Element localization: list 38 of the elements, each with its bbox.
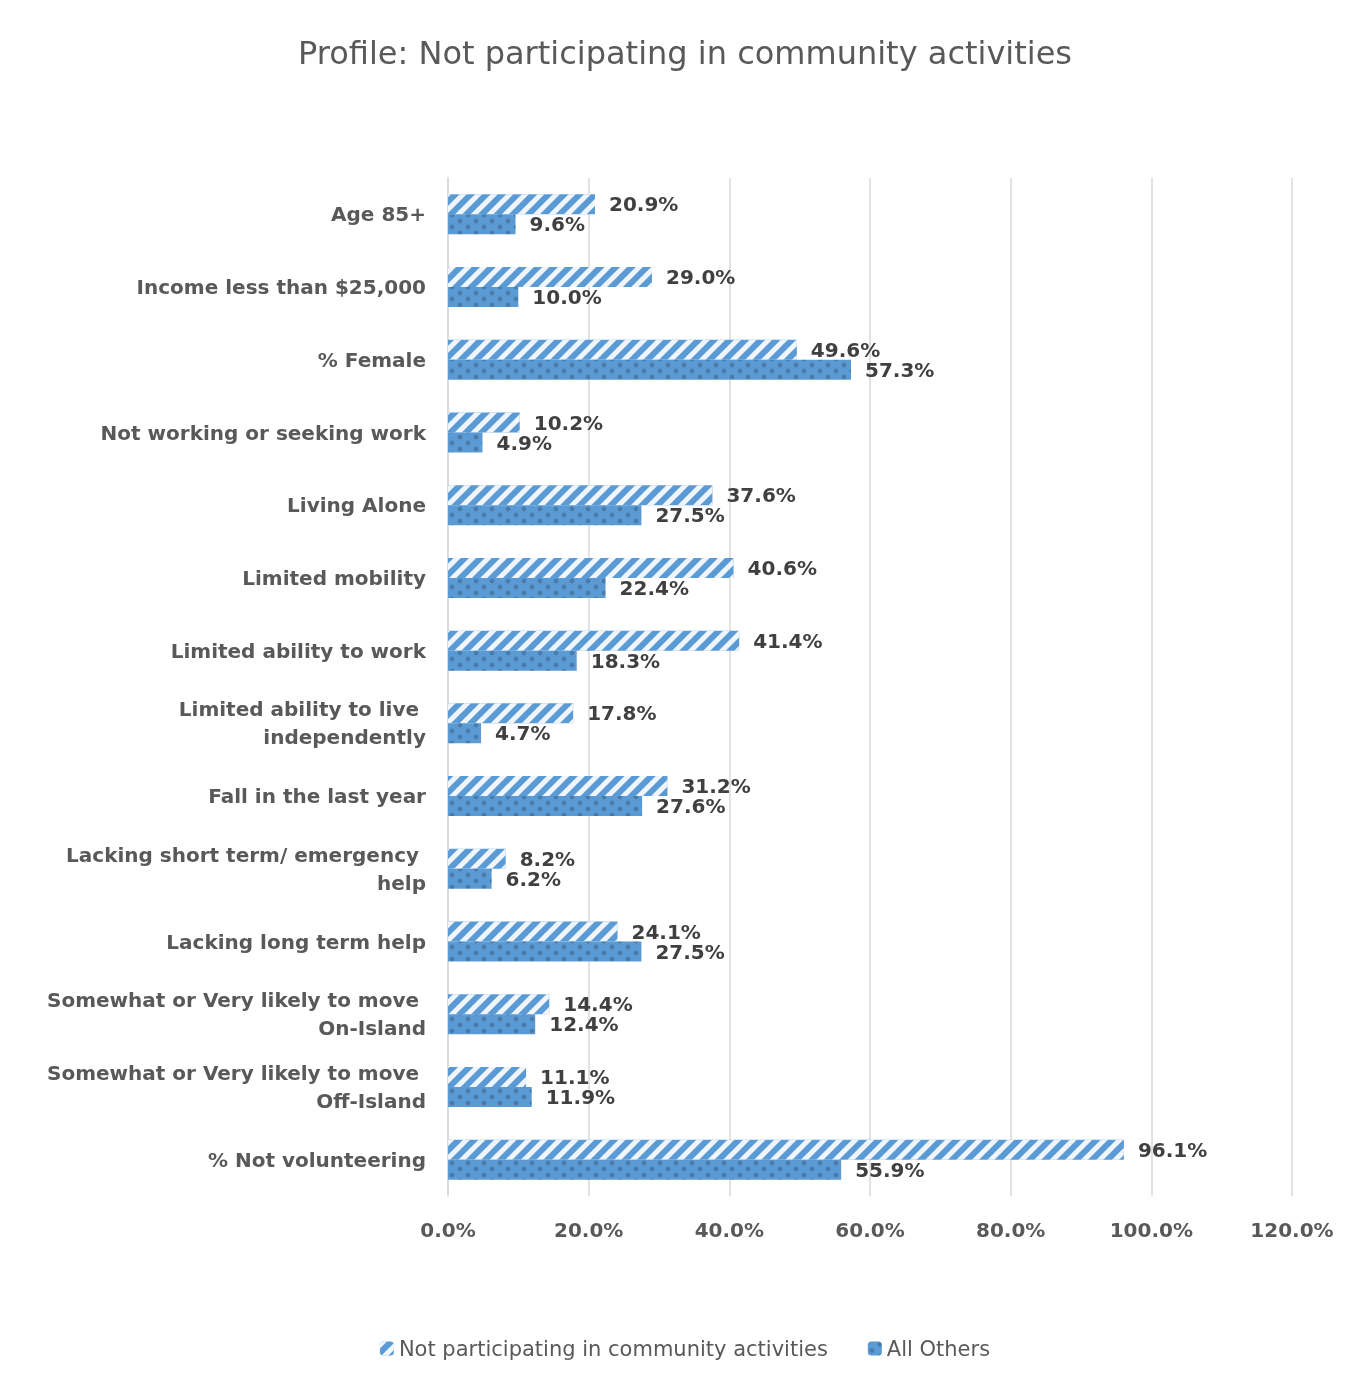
x-tick-label: 20.0% xyxy=(553,1218,624,1242)
y-tick-label: Age 85+ xyxy=(331,202,426,227)
y-tick-label: Not working or seeking work xyxy=(100,420,427,445)
y-tick-label: % Not volunteering xyxy=(207,1147,426,1172)
y-tick-label: Income less than $25,000 xyxy=(136,275,426,300)
y-tick-label: Lacking short term/ emergency help xyxy=(66,842,426,895)
y-tick-label: Living Alone xyxy=(287,493,426,518)
x-tick-label: 0.0% xyxy=(420,1218,476,1242)
data-label: 22.4% xyxy=(619,575,689,600)
y-tick-label: Somewhat or Very likely to move On-Island xyxy=(47,988,426,1041)
y-tick-label: Limited ability to work xyxy=(170,638,427,663)
x-tick-label: 80.0% xyxy=(975,1218,1046,1242)
x-tick-label: 100.0% xyxy=(1109,1218,1193,1242)
y-tick-label: Limited mobility xyxy=(242,565,426,590)
legend-label: Not participating in community activities xyxy=(398,1336,828,1361)
x-tick-label: 60.0% xyxy=(835,1218,905,1242)
data-label: 41.4% xyxy=(753,628,823,653)
x-tick-label: 40.0% xyxy=(694,1218,765,1242)
data-label: 10.0% xyxy=(532,285,602,310)
data-label: 17.8% xyxy=(587,701,657,726)
y-tick-label: Limited ability to live independently xyxy=(178,697,426,750)
data-label: 40.6% xyxy=(747,555,817,580)
data-label: 27.5% xyxy=(655,503,725,528)
y-tick-label: % Female xyxy=(317,347,426,372)
legend-label: All Others xyxy=(886,1336,991,1361)
data-label: 18.3% xyxy=(590,648,661,673)
data-label: 29.0% xyxy=(665,265,736,290)
data-label: 20.9% xyxy=(609,192,679,217)
data-label: 4.7% xyxy=(495,721,551,746)
data-label: 96.1% xyxy=(1137,1137,1208,1162)
chart-title: Profile: Not participating in community activities xyxy=(297,34,1073,72)
x-tick-label: 120.0% xyxy=(1250,1218,1334,1242)
y-tick-label: Somewhat or Very likely to move Off-Island xyxy=(47,1060,426,1113)
y-tick-label: Lacking long term help xyxy=(166,929,426,954)
data-label: 37.6% xyxy=(726,483,796,508)
data-label: 55.9% xyxy=(855,1157,925,1182)
data-label: 9.6% xyxy=(529,212,585,237)
y-tick-label: Fall in the last year xyxy=(208,784,427,809)
